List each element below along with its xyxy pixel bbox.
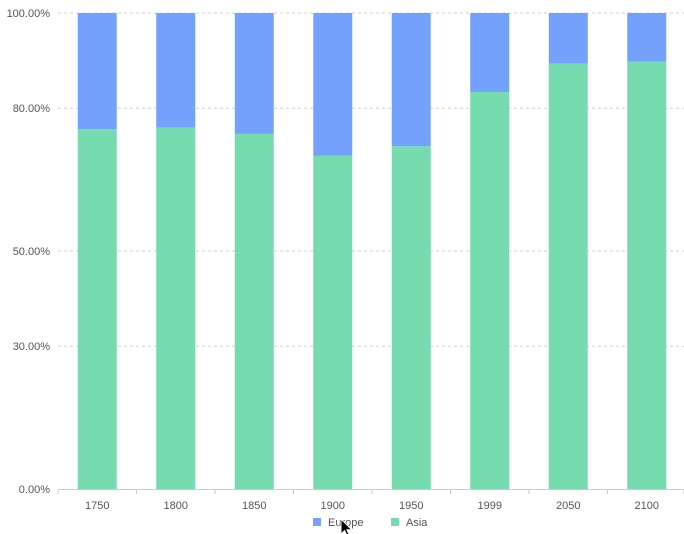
x-tick-label: 1950 [399, 500, 423, 512]
y-tick-label: 100.00% [7, 8, 51, 20]
cursor [340, 517, 353, 534]
bar-asia-1800[interactable] [156, 127, 196, 489]
legend-item-asia[interactable]: Asia [391, 517, 428, 529]
arrow-pointer-icon [340, 517, 353, 534]
x-tick-label: 2050 [556, 500, 580, 512]
legend-item-europe[interactable]: Europe [313, 517, 363, 529]
bar-asia-2100[interactable] [627, 61, 667, 489]
x-tick-label: 1900 [321, 500, 345, 512]
legend-label: Asia [406, 517, 428, 529]
legend-swatch [391, 518, 399, 526]
bar-europe-2050[interactable] [548, 13, 588, 64]
bar-europe-1850[interactable] [234, 13, 274, 134]
x-tick-label: 2100 [635, 500, 659, 512]
bar-asia-1750[interactable] [77, 129, 117, 490]
bar-europe-2100[interactable] [627, 13, 667, 62]
bar-asia-1999[interactable] [470, 92, 510, 490]
bar-europe-1900[interactable] [313, 13, 353, 156]
axes: 0.00% 30.00% 50.00% 80.00% 100.00% 1750 1800 18… [7, 8, 684, 512]
y-tick-label: 0.00% [19, 484, 50, 496]
cursor-shape [340, 517, 353, 534]
x-tick-label: 1750 [85, 500, 109, 512]
bars [77, 13, 667, 490]
bar-asia-1950[interactable] [391, 146, 431, 489]
y-tick-label: 50.00% [13, 246, 51, 258]
y-tick-label: 80.00% [13, 103, 51, 115]
grid-lines [58, 12, 684, 347]
legend: Europe Asia [313, 517, 428, 529]
bar-asia-2050[interactable] [548, 63, 588, 490]
bar-asia-1850[interactable] [234, 133, 274, 490]
y-tick-label: 30.00% [13, 341, 51, 353]
bar-europe-1750[interactable] [77, 13, 117, 130]
x-tick-label: 1999 [478, 500, 502, 512]
bar-asia-1900[interactable] [313, 155, 353, 490]
legend-swatch [313, 518, 321, 526]
x-tick-label: 1850 [242, 500, 266, 512]
bar-europe-1999[interactable] [470, 13, 510, 93]
legend-label: Europe [328, 517, 363, 529]
bar-europe-1950[interactable] [391, 13, 431, 147]
bar-europe-1800[interactable] [156, 13, 196, 128]
x-tick-label: 1800 [164, 500, 188, 512]
